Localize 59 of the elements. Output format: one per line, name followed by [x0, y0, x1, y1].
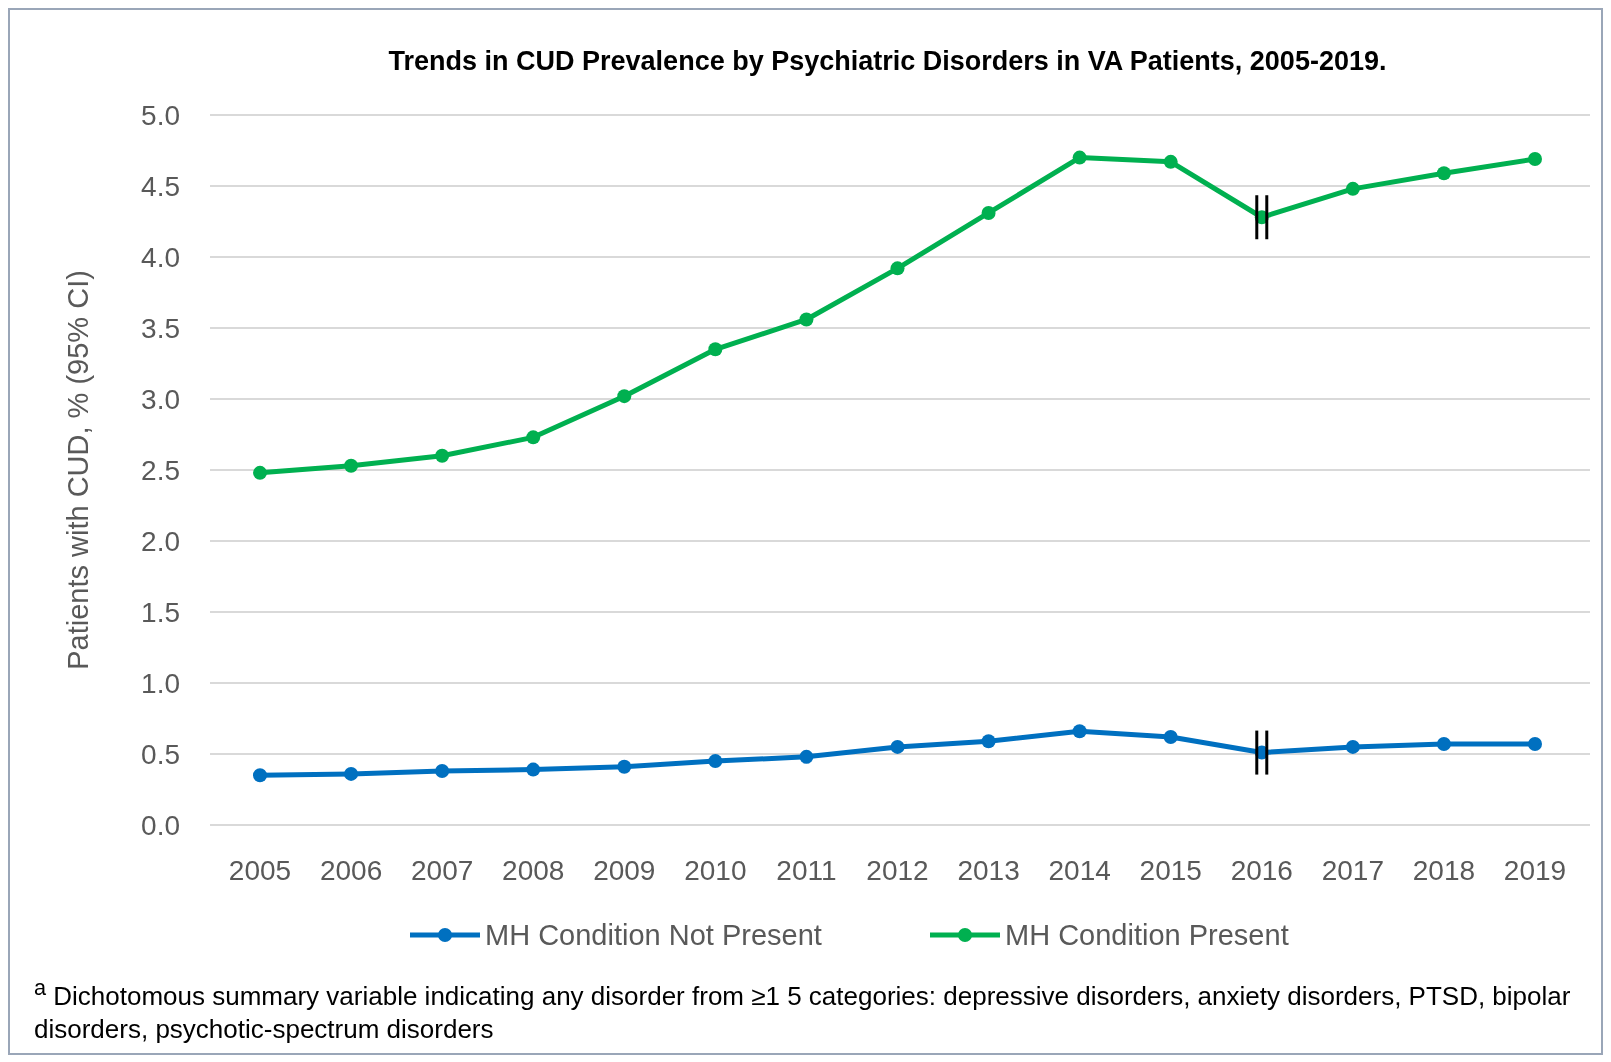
point	[526, 430, 541, 445]
y-tick-label: 3.5	[141, 312, 180, 344]
legend-label: MH Condition Present	[1005, 919, 1289, 952]
y-tick-label: 2.0	[141, 525, 180, 557]
x-tick-label: 2009	[593, 855, 656, 886]
x-tick-label: 2016	[1230, 855, 1293, 886]
y-tick-label: 1.5	[141, 596, 180, 628]
x-tick-label: 2014	[1048, 855, 1111, 886]
chart-title: Trends in CUD Prevalence by Psychiatric Disorders in VA Patients, 2005-2019.	[388, 46, 1387, 76]
point	[435, 764, 450, 779]
x-tick-label: 2015	[1139, 855, 1202, 886]
y-tick-label: 4.0	[141, 241, 180, 273]
x-tick-label: 2018	[1412, 855, 1476, 886]
point	[890, 739, 905, 754]
point	[253, 768, 267, 783]
y-tick-label: 2.5	[141, 454, 180, 486]
y-tick-label: 4.5	[141, 170, 180, 202]
point	[1345, 181, 1360, 196]
point	[1436, 166, 1451, 181]
x-tick-label: 2008	[502, 855, 565, 886]
point	[1528, 152, 1542, 167]
x-tick-label: 2017	[1321, 855, 1385, 886]
x-tick-label: 2006	[319, 855, 383, 886]
text: $^{a}$ Dichotomous summary variable indicating any disorder from ≥1 5 categories: depressive disorders, anxiety disorders, PTSD, bipolar disorders, psychotic-spectrum disorders	[33, 974, 1572, 1047]
y-tick-label: 5.0	[141, 99, 180, 131]
point	[253, 465, 267, 480]
point	[799, 312, 814, 327]
point	[981, 205, 996, 220]
point	[890, 261, 905, 276]
point	[344, 766, 359, 781]
point	[526, 762, 541, 777]
x-tick-label: 2010	[684, 855, 747, 886]
point	[1163, 729, 1178, 744]
point	[708, 342, 723, 357]
x-tick-label: 2005	[228, 855, 292, 886]
x-tick-label: 2007	[410, 855, 474, 886]
y-tick-label: 0.0	[141, 809, 180, 841]
point	[1072, 150, 1087, 165]
point	[617, 389, 632, 404]
x-tick-label: 2019	[1503, 855, 1567, 886]
y-tick-label: 0.5	[141, 738, 180, 770]
point	[1072, 724, 1087, 739]
point	[1436, 737, 1451, 752]
point	[1163, 154, 1178, 169]
point	[981, 734, 996, 749]
point	[435, 448, 450, 463]
point	[344, 458, 359, 473]
point	[799, 749, 814, 764]
y-tick-label: 1.0	[141, 667, 180, 699]
x-tick-label: 2011	[776, 855, 837, 886]
point	[617, 759, 632, 774]
point	[708, 754, 723, 769]
x-tick-label: 2012	[866, 855, 929, 886]
legend-label: MH Condition Not Present	[485, 919, 822, 952]
point	[1528, 737, 1542, 752]
x-tick-label: 2013	[957, 855, 1020, 886]
point	[1345, 739, 1360, 754]
y-tick-label: 3.0	[141, 383, 180, 415]
y-axis-title: Patients with CUD, % (95% CI)	[62, 270, 94, 670]
